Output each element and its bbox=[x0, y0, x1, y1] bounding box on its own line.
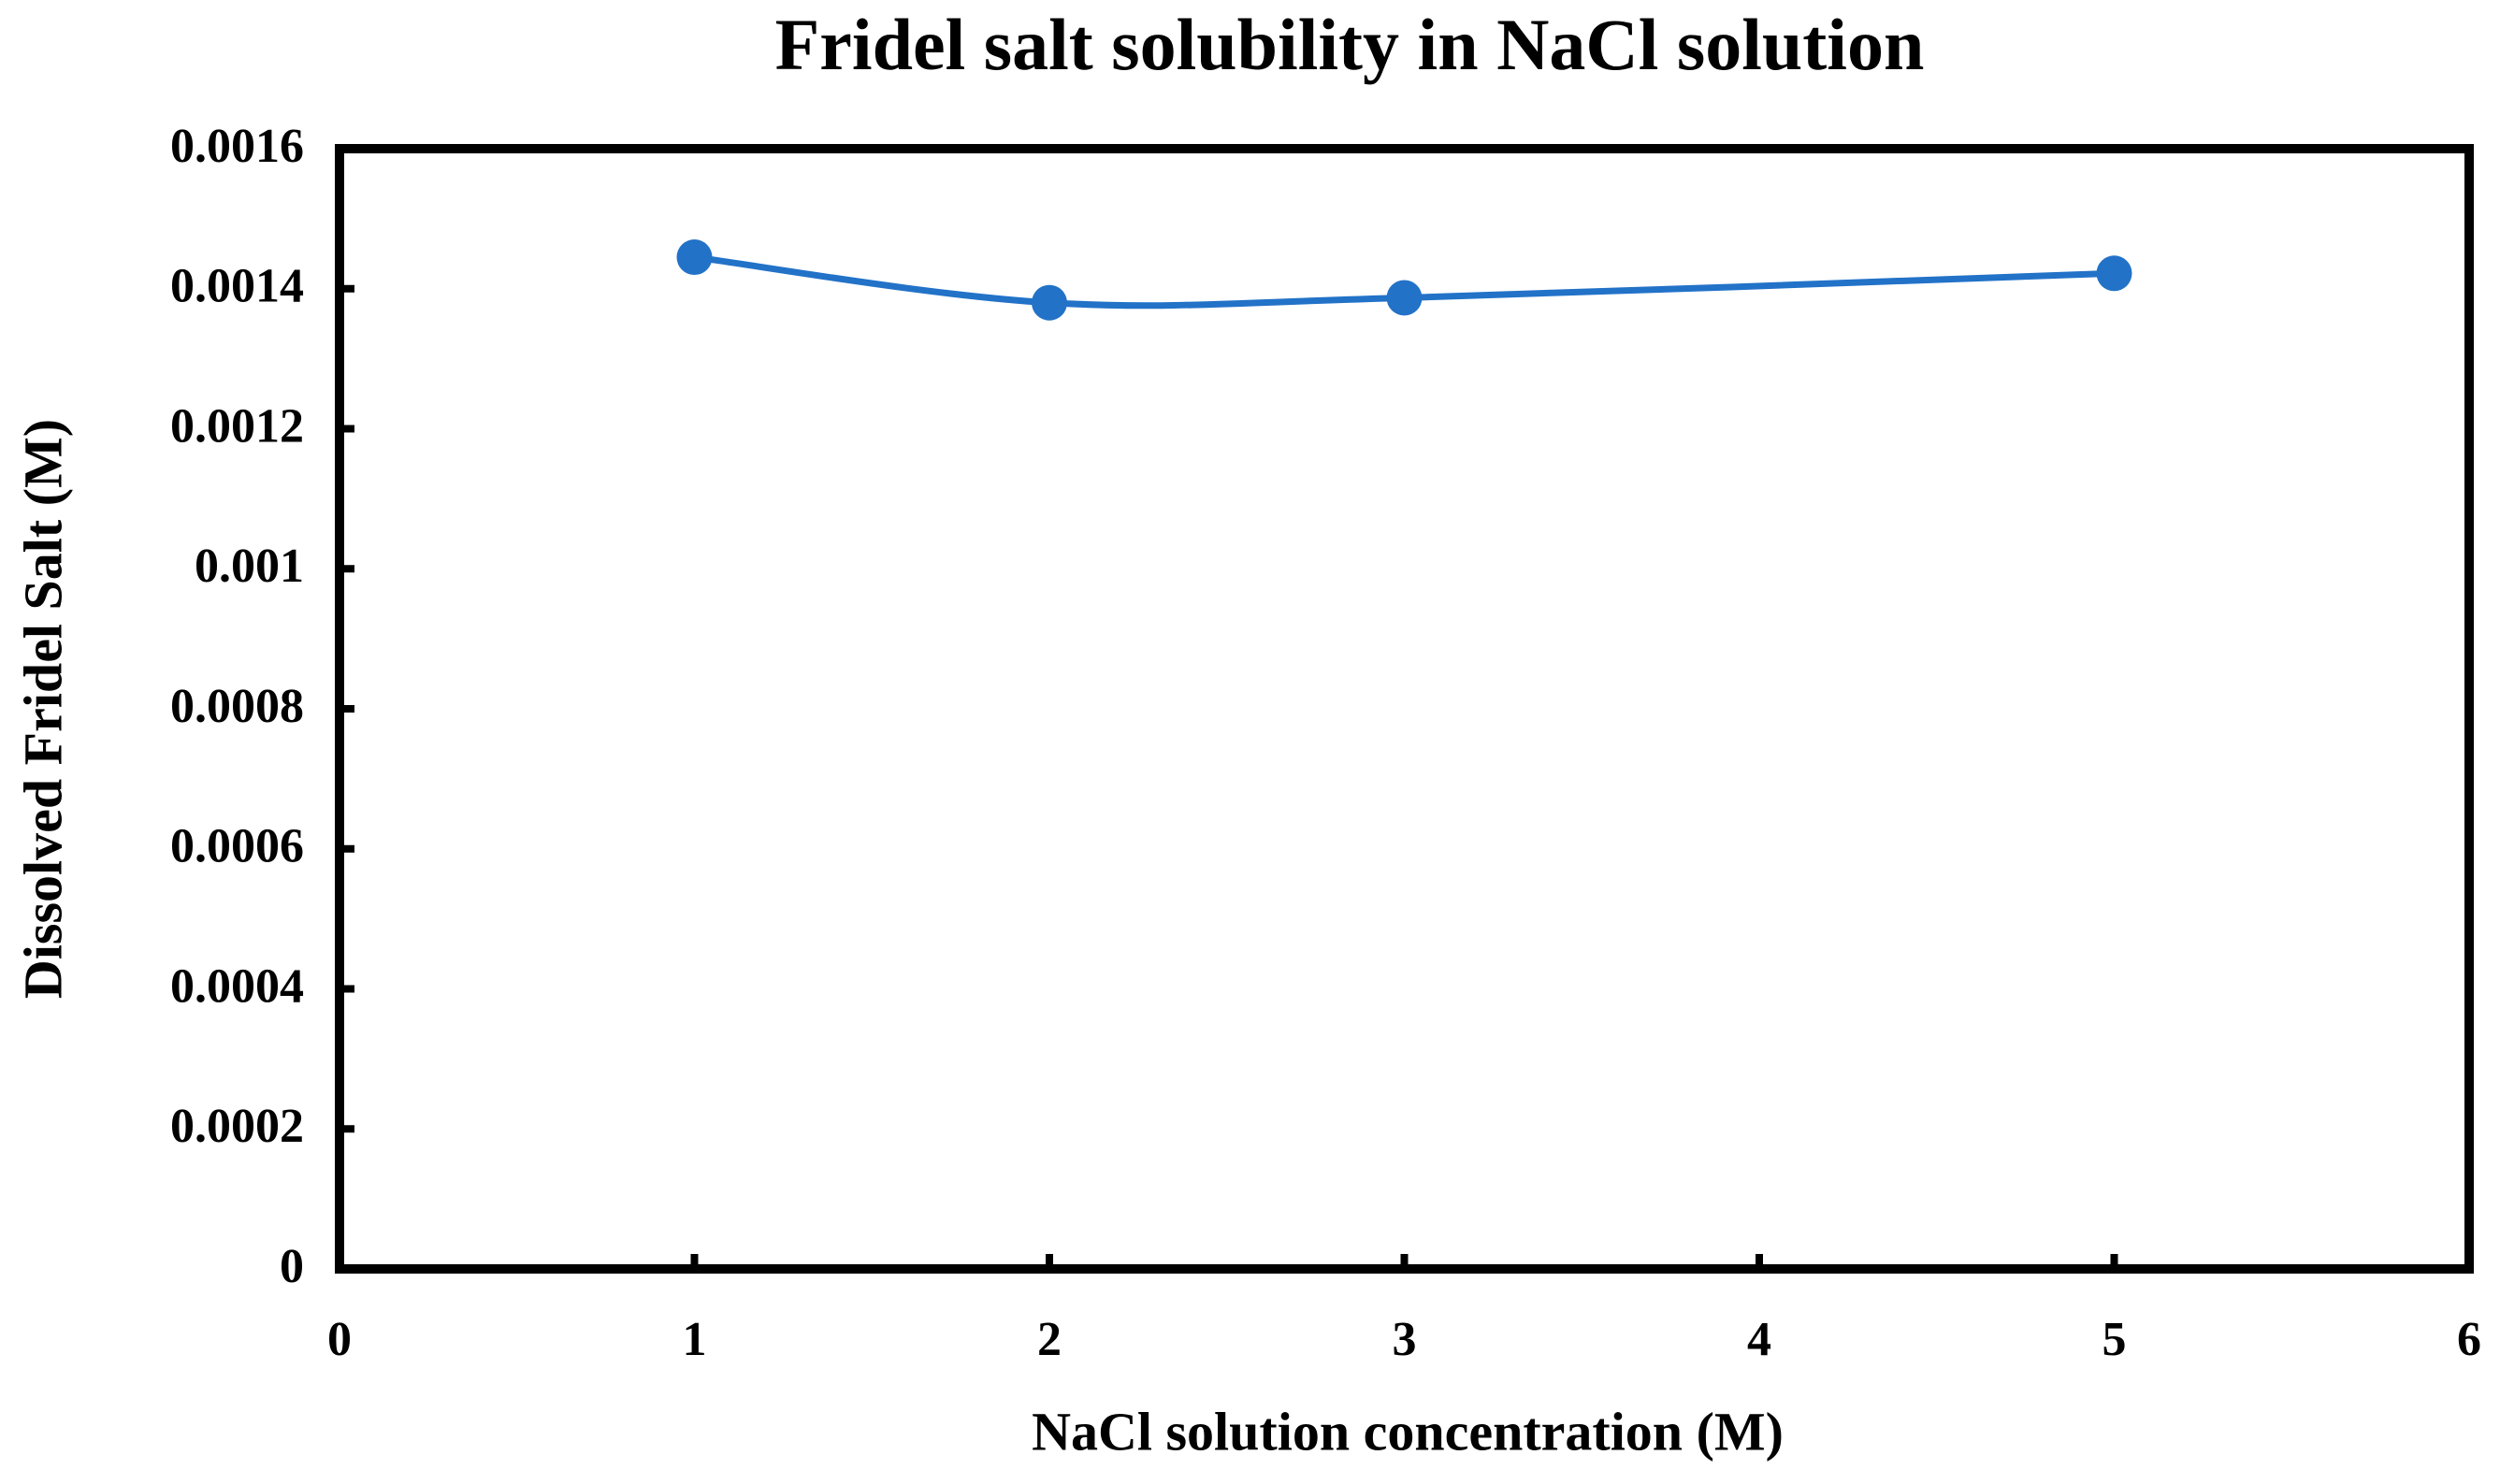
data-point bbox=[1386, 280, 1423, 316]
plot-frame bbox=[335, 144, 2474, 1274]
y-tick-label: 0.0008 bbox=[170, 680, 304, 733]
x-tick-label: 2 bbox=[1037, 1313, 1062, 1366]
y-tick-label: 0.0004 bbox=[170, 959, 304, 1013]
series-line bbox=[694, 253, 2115, 310]
y-tick-label: 0.001 bbox=[195, 540, 304, 593]
x-tick-label: 4 bbox=[1747, 1313, 1771, 1366]
y-tick-label: 0 bbox=[280, 1240, 304, 1293]
x-axis-label: NaCl solution concentration (M) bbox=[1032, 1401, 1784, 1462]
y-axis-label: Dissolved Fridel Salt (M) bbox=[12, 419, 73, 999]
chart-title: Fridel salt solubility in NaCl solution bbox=[775, 4, 1925, 85]
y-tick-label: 0.0014 bbox=[170, 260, 304, 313]
y-tick-label: 0.0002 bbox=[170, 1100, 304, 1153]
y-tick-label: 0.0016 bbox=[170, 120, 304, 173]
y-tick-label: 0.0012 bbox=[170, 399, 304, 453]
x-tick-label: 1 bbox=[683, 1313, 707, 1366]
x-tick-label: 6 bbox=[2457, 1313, 2481, 1366]
data-point bbox=[676, 239, 713, 276]
data-point bbox=[2096, 255, 2132, 292]
x-tick-label: 0 bbox=[327, 1313, 352, 1366]
y-tick-label: 0.0006 bbox=[170, 820, 304, 873]
data-point bbox=[1032, 284, 1067, 321]
x-tick-label: 3 bbox=[1393, 1313, 1417, 1366]
x-tick-label: 5 bbox=[2103, 1313, 2127, 1366]
